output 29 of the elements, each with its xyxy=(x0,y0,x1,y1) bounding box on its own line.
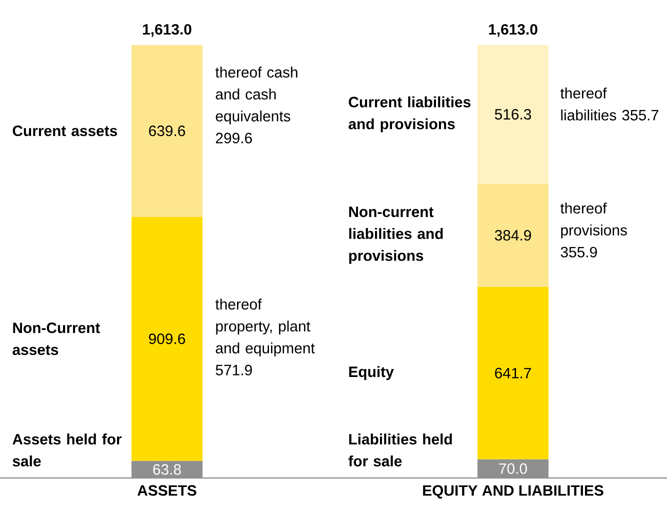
total-label: 1,613.0 xyxy=(489,24,538,37)
total-label: 1,613.0 xyxy=(143,24,192,37)
bar xyxy=(132,216,203,461)
x-tick-label: ASSETS xyxy=(137,485,196,496)
data-label: 70.0 xyxy=(499,463,527,474)
data-label: 516.3 xyxy=(494,109,532,120)
bar xyxy=(478,459,549,478)
annotation: Equity xyxy=(349,366,394,380)
bar xyxy=(132,460,203,478)
bar xyxy=(478,45,549,184)
annotation: Current liabilities and provisions xyxy=(348,96,470,132)
annotation: thereof cash and cash equivalents 299.6 xyxy=(215,66,298,144)
data-label: 909.6 xyxy=(149,333,186,344)
annotation: Non-Current assets xyxy=(12,322,100,356)
annotation: thereof property, plant and equipment 571.9 xyxy=(215,298,315,376)
annotation: Assets held for sale xyxy=(12,434,122,466)
bar xyxy=(478,286,549,460)
data-label: 384.9 xyxy=(494,230,531,241)
annotation: Non-current liabilities and provisions xyxy=(349,206,443,264)
bar xyxy=(478,184,549,287)
annotation: thereof liabilities 355.7 xyxy=(560,88,658,120)
annotation: Current assets xyxy=(12,126,118,136)
data-label: 63.8 xyxy=(153,464,181,475)
annotation: Liabilities held for sale xyxy=(348,434,452,466)
x-tick-label: EQUITY AND LIABILITIES xyxy=(423,485,604,499)
annotation: thereof provisions 355.9 xyxy=(560,202,627,258)
data-label: 639.6 xyxy=(149,126,186,136)
data-label: 641.7 xyxy=(495,368,531,378)
bar xyxy=(132,44,203,217)
